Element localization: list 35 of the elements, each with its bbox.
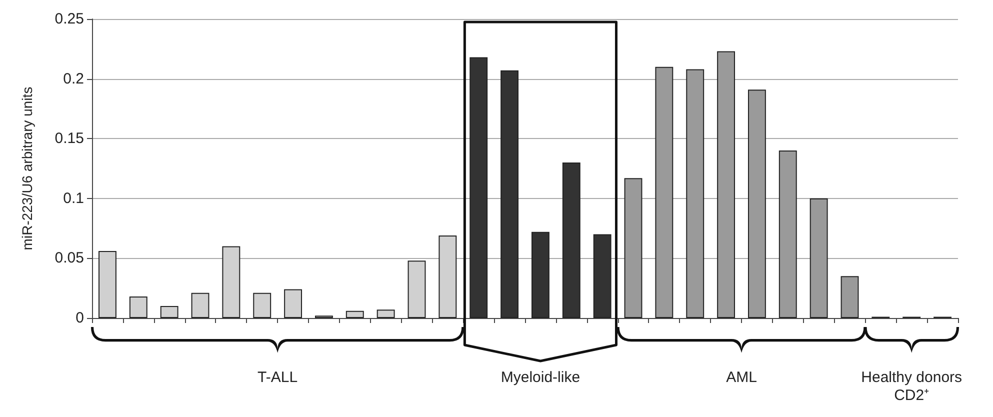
bar xyxy=(191,292,210,318)
bar xyxy=(562,162,580,318)
bar xyxy=(222,246,240,318)
y-tick-label: 0.1 xyxy=(63,190,84,207)
y-tick-label: 0 xyxy=(76,310,84,326)
bar xyxy=(624,178,642,318)
bar xyxy=(778,150,797,318)
text: Healthy donors CD2⁺ xyxy=(861,369,962,404)
bar xyxy=(748,90,766,318)
bar xyxy=(593,234,612,318)
bar xyxy=(655,66,674,318)
bar xyxy=(346,310,364,318)
bar xyxy=(376,310,395,318)
bar xyxy=(438,235,457,318)
text: Myeloid-like xyxy=(500,369,580,386)
bar xyxy=(531,232,550,318)
bar xyxy=(810,198,828,318)
text: AML xyxy=(726,369,757,386)
y-tick-label: 0.05 xyxy=(54,250,84,267)
y-tick-label: 0.25 xyxy=(54,10,84,28)
y-tick-label: 0.2 xyxy=(63,70,84,88)
bar xyxy=(160,306,178,318)
bar xyxy=(129,296,148,318)
bar xyxy=(686,69,704,318)
bar xyxy=(717,51,736,318)
bar xyxy=(500,70,519,318)
bar xyxy=(840,276,859,318)
y-tick-label: 0.15 xyxy=(54,130,84,148)
y-axis-title: miR-223/U6 arbitrary units xyxy=(19,86,35,250)
bar xyxy=(253,292,272,318)
bar xyxy=(408,260,426,318)
bar xyxy=(284,289,302,318)
text: T-ALL xyxy=(258,369,298,386)
bar xyxy=(98,251,116,318)
bar xyxy=(470,57,488,318)
